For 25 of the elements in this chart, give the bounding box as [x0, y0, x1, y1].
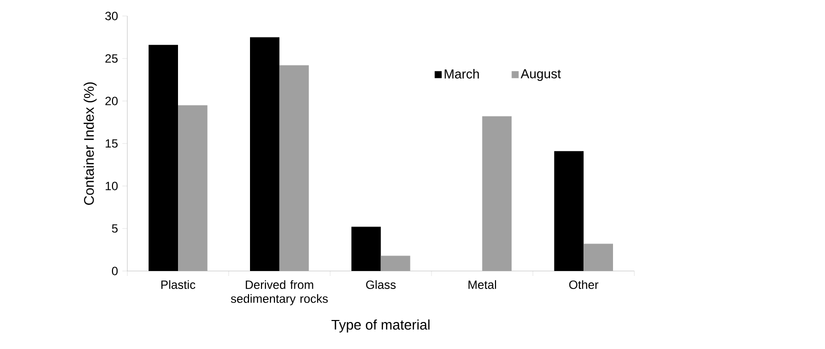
y-tick-label: 10 — [106, 182, 118, 190]
legend-label: March — [444, 69, 479, 79]
bar — [482, 116, 512, 271]
bar — [178, 105, 208, 271]
bar — [380, 256, 410, 271]
bar — [148, 44, 178, 271]
y-axis-title: Container Index (%) — [84, 82, 97, 205]
bar — [351, 226, 381, 271]
bar — [279, 65, 309, 271]
y-tick-label: 30 — [105, 12, 118, 20]
legend-label: August — [520, 69, 561, 81]
y-tick-label: 5 — [112, 224, 118, 233]
y-tick-label: 0 — [112, 266, 118, 276]
bar — [584, 244, 614, 271]
y-tick-label: 25 — [105, 54, 118, 63]
bar — [554, 151, 584, 271]
x-tick-label: Plastic — [161, 280, 196, 289]
y-tick-label: 15 — [106, 139, 118, 148]
x-tick-label: Metal — [468, 280, 496, 289]
x-tick-label: Glass — [366, 280, 396, 289]
x-tick-label: Derived from sedimentary rocks — [230, 280, 328, 306]
x-tick-label: Other — [569, 280, 598, 289]
y-tick-label: 20 — [105, 96, 118, 106]
x-axis-title: Type of material — [332, 319, 430, 332]
bar — [250, 37, 280, 271]
